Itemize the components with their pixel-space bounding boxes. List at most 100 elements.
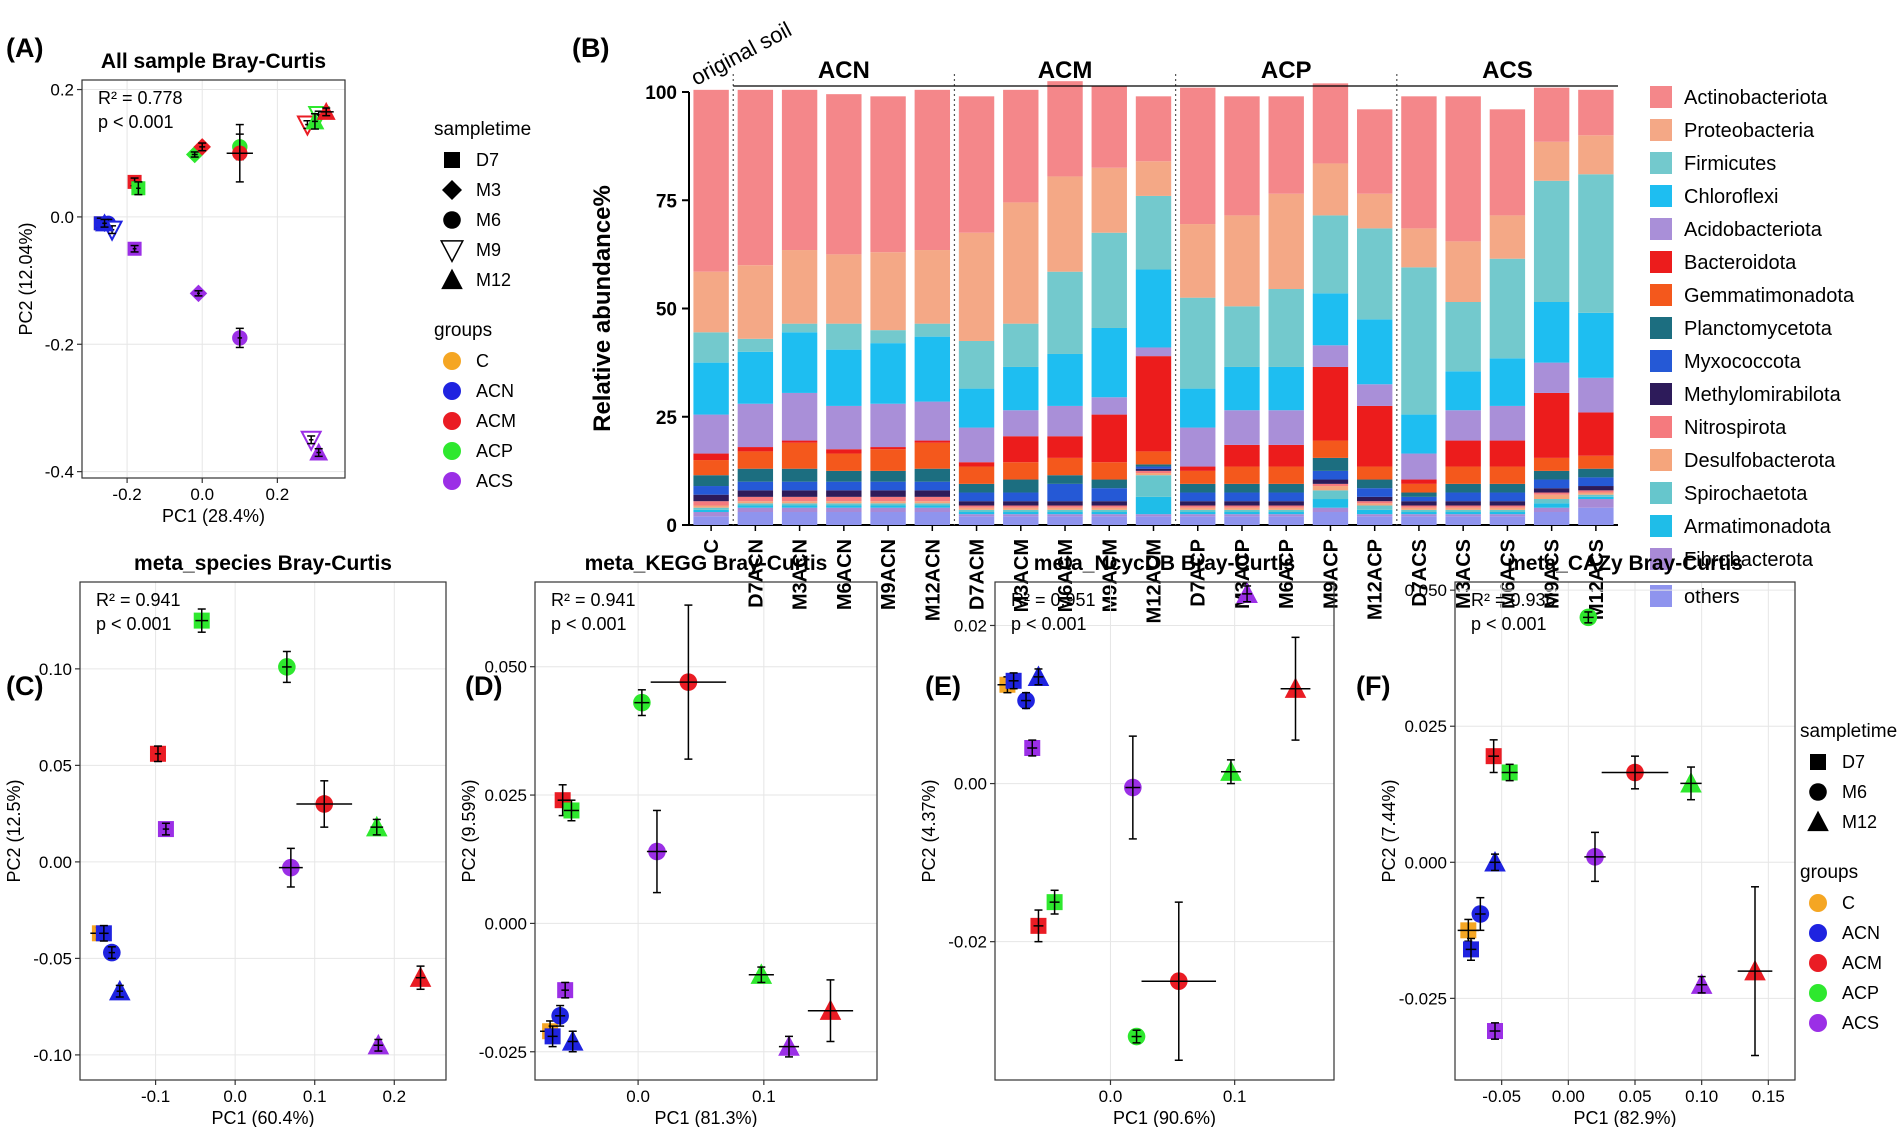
legend-time-label: M6	[476, 210, 501, 230]
bar-segment-proteobacteria	[958, 232, 995, 341]
bar-segment-methylomirabilota	[693, 494, 729, 502]
bar-segment-desulfobacterota	[1312, 486, 1349, 491]
bar-segment-firmicutes	[1489, 258, 1526, 359]
legend-label-desulfobacterota: Desulfobacterota	[1684, 450, 1836, 472]
bar-segment-proteobacteria	[1224, 215, 1260, 307]
legend-label-spirochaetota: Spirochaetota	[1684, 483, 1808, 505]
bar-segment-bacteroidota	[1312, 366, 1349, 441]
legend-group-label: ACS	[476, 471, 513, 491]
bar-segment-firmicutes	[1445, 302, 1481, 372]
bar-segment-actinobacteriota	[1445, 96, 1481, 242]
legend-label-bacteroidota: Bacteroidota	[1684, 252, 1797, 274]
bar-segment-actinobacteriota	[1533, 87, 1570, 142]
bar-segment-spirochaetota	[1578, 494, 1614, 497]
bar-segment-gemmatimonadota	[781, 442, 818, 469]
x-tick-label: 0.0	[626, 1087, 650, 1106]
legend-group-marker-acp	[1809, 984, 1827, 1002]
x-axis-label: PC1 (28.4%)	[162, 506, 265, 526]
legend-label-acidobacteriota: Acidobacteriota	[1684, 219, 1823, 241]
legend-label-firmicutes: Firmicutes	[1684, 153, 1776, 175]
bar-segment-proteobacteria	[1401, 228, 1437, 268]
bar-segment-spirochaetota	[1003, 509, 1039, 513]
bar-segment-firmicutes	[781, 323, 818, 333]
bar-segment-others	[1180, 516, 1216, 525]
bar-segment-proteobacteria	[1533, 141, 1570, 181]
bar-segment-bacteroidota	[1401, 479, 1437, 484]
bar-segment-others	[1091, 516, 1127, 525]
bar-segment-acidobacteriota	[781, 392, 818, 441]
panel-f-pcoa: -0.05 0.00 0.05 0.10 0.15 -0.025 0.000 0.025 0.0…	[1379, 552, 1796, 1127]
legend-time-marker-m9	[439, 240, 465, 263]
bar-segment-myxococcota	[914, 481, 951, 491]
legend-group-marker-acm	[443, 412, 461, 430]
legend-label-nitrospirota: Nitrospirota	[1684, 417, 1787, 439]
legend-time-marker-m12	[1807, 810, 1829, 832]
x-tick-label: M3ACM	[1011, 539, 1033, 612]
bar-segment-nitrospirota	[1180, 505, 1216, 508]
bar-segment-spirochaetota	[781, 503, 818, 506]
x-tick-label: M6ACP	[1276, 539, 1298, 609]
bar-segment-gemmatimonadota	[1489, 466, 1526, 484]
bar-segment-methylomirabilota	[1533, 488, 1570, 493]
bar-segment-actinobacteriota	[914, 89, 951, 251]
bar-segment-others	[914, 512, 951, 525]
y-tick-label: 100	[645, 83, 677, 104]
y-tick-label: -0.025	[479, 1043, 527, 1062]
bar-segment-gemmatimonadota	[693, 460, 729, 476]
y-tick-label: 0	[666, 516, 677, 537]
x-axis-label: PC1 (82.9%)	[1573, 1108, 1676, 1127]
bar-segment-acidobacteriota	[1268, 410, 1304, 445]
bar-segment-fibrobacterota	[1047, 514, 1083, 517]
bar-segment-proteobacteria	[914, 250, 951, 324]
y-tick-label: 0.0	[50, 208, 74, 227]
bar-segment-planctomycetota	[1489, 483, 1526, 493]
bar-segment-acidobacteriota	[914, 401, 951, 441]
bar-segment-chloroflexi	[1356, 319, 1393, 385]
bar-segment-armatimonadota	[870, 505, 906, 508]
bar-segment-firmicutes	[870, 330, 906, 344]
bar-segment-desulfobacterota	[1180, 507, 1216, 510]
bar-segment-bacteroidota	[737, 447, 774, 452]
bar-segment-actinobacteriota	[1091, 85, 1127, 168]
bar-segment-actinobacteriota	[1578, 89, 1614, 136]
bar-segment-spirochaetota	[737, 503, 774, 506]
bar-segment-firmicutes	[1091, 232, 1127, 328]
bar-segment-others	[958, 516, 995, 525]
panel-label-e: (E)	[925, 671, 961, 701]
bar-segment-acidobacteriota	[1445, 410, 1481, 441]
bar-segment-gemmatimonadota	[1180, 470, 1216, 484]
bar-segment-fibrobacterota	[1445, 514, 1481, 517]
bar-segment-acidobacteriota	[1003, 410, 1039, 437]
bar-segment-planctomycetota	[693, 475, 729, 487]
bar-segment-chloroflexi	[1578, 312, 1614, 378]
bar-segment-planctomycetota	[870, 470, 906, 482]
bar-segment-proteobacteria	[1135, 161, 1172, 196]
bar-segment-planctomycetota	[1047, 475, 1083, 484]
legend-time-marker-d7	[444, 152, 460, 168]
legend-time-label: M6	[1842, 782, 1867, 802]
panel-label-c: (C)	[6, 671, 43, 701]
bar-segment-spirochaetota	[1135, 475, 1172, 497]
legend-swatch-planctomycetota	[1650, 317, 1672, 339]
bar-segment-firmicutes	[826, 323, 862, 350]
bar-segment-acidobacteriota	[737, 403, 774, 448]
bar-segment-spirochaetota	[1312, 490, 1349, 500]
x-tick-label: -0.1	[141, 1087, 170, 1106]
bar-segment-gemmatimonadota	[1356, 466, 1393, 480]
bar-segment-fibrobacterota	[1578, 499, 1614, 508]
bar-segment-spirochaetota	[826, 503, 862, 506]
bar-segment-actinobacteriota	[1135, 96, 1172, 162]
panel-f-legend: sampletime D7 M6 M12 groups C ACN ACM ACP ACS	[1800, 721, 1897, 1033]
bar-segment-armatimonadota	[737, 505, 774, 508]
bar-segment-actinobacteriota	[1047, 81, 1083, 177]
bar-segment-others	[737, 512, 774, 525]
y-tick-label: -0.4	[45, 463, 74, 482]
x-tick-label: M9ACN	[878, 539, 900, 610]
bar-segment-armatimonadota	[1003, 512, 1039, 515]
bar-segment-bacteroidota	[693, 453, 729, 461]
bar-segment-methylomirabilota	[870, 490, 906, 497]
bar-segment-others	[1489, 516, 1526, 525]
legend-swatch-acidobacteriota	[1650, 218, 1672, 240]
bar-segment-chloroflexi	[958, 388, 995, 428]
bar-segment-armatimonadota	[1578, 496, 1614, 500]
